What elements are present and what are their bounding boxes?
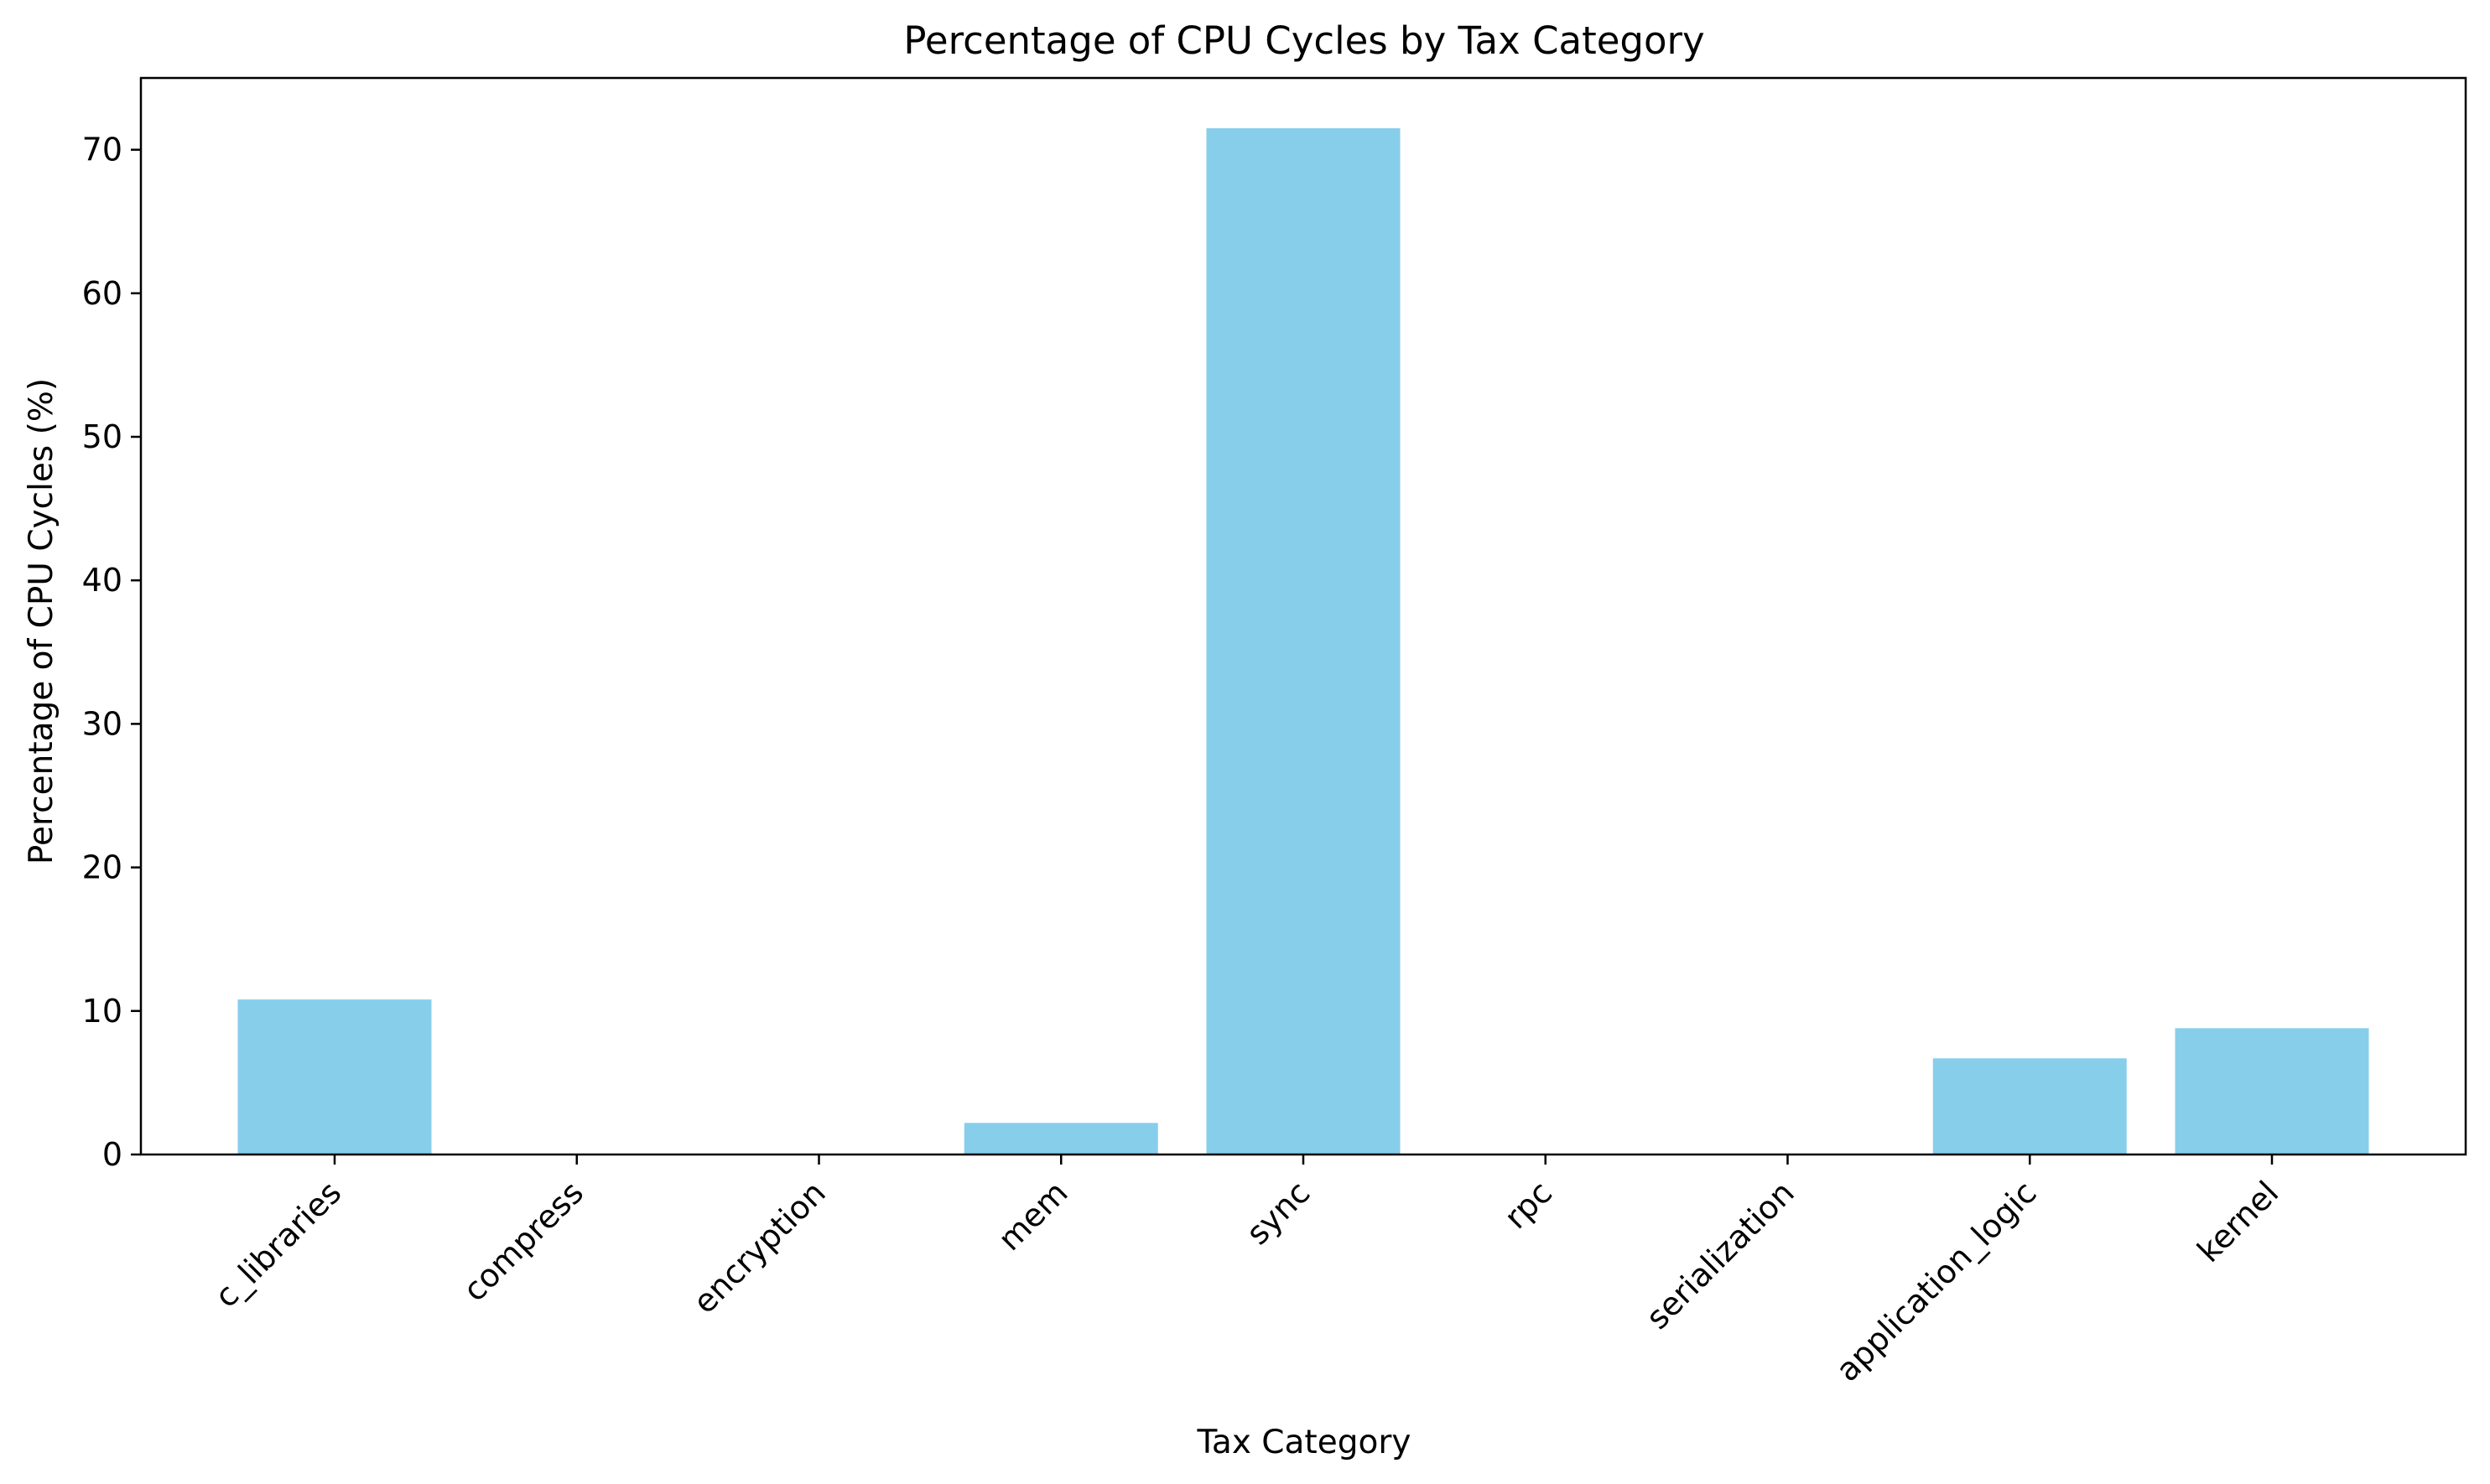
- bar-application_logic: [1932, 1058, 2127, 1155]
- y-tick-label-60: 60: [82, 275, 122, 312]
- y-tick-label-10: 10: [82, 993, 122, 1030]
- x-tick-label-compress: compress: [456, 1174, 591, 1309]
- y-tick-label-40: 40: [82, 562, 122, 599]
- x-axis-title: Tax Category: [1197, 1424, 1411, 1461]
- x-tick-label-c_libraries: c_libraries: [207, 1174, 348, 1315]
- y-tick-label-20: 20: [82, 849, 122, 886]
- y-tick-label-0: 0: [102, 1136, 122, 1173]
- x-tick-label-sync: sync: [1240, 1174, 1318, 1252]
- chart-title: Percentage of CPU Cycles by Tax Category: [903, 18, 1704, 63]
- y-tick-label-30: 30: [82, 705, 122, 742]
- bar-c_libraries: [237, 999, 432, 1155]
- y-tick-label-70: 70: [82, 132, 122, 169]
- y-ticks: 0 10 20 30 40 50 60 70: [82, 132, 141, 1173]
- x-tick-label-kernel: kernel: [2191, 1174, 2286, 1269]
- bar-sync: [1206, 127, 1401, 1155]
- bar-kernel: [2175, 1028, 2369, 1155]
- y-axis-title: Percentage of CPU Cycles (%): [23, 378, 60, 864]
- y-tick-label-50: 50: [82, 418, 122, 455]
- x-tick-label-application_logic: application_logic: [1829, 1174, 2044, 1388]
- x-tick-label-encryption: encryption: [686, 1174, 833, 1321]
- x-ticks: c_libraries compress encryption mem sync rpc s…: [207, 1155, 2285, 1388]
- x-tick-label-serialization: serialization: [1639, 1174, 1801, 1336]
- bar-mem: [964, 1123, 1158, 1155]
- bars-layer: [237, 127, 2369, 1155]
- x-tick-label-mem: mem: [991, 1174, 1075, 1258]
- x-tick-label-rpc: rpc: [1497, 1174, 1559, 1236]
